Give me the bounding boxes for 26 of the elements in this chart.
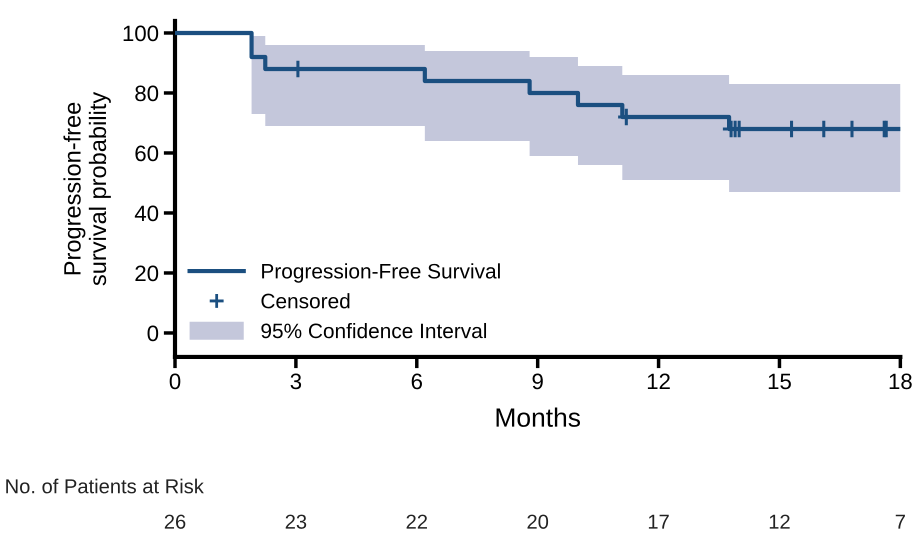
text: 12 (770, 514, 790, 529)
x-tick-label: 9 (532, 374, 543, 390)
x-tick-label: 6 (412, 374, 422, 390)
x-tick-label: 12 (648, 374, 670, 390)
y-tick-label: 40 (134, 206, 158, 222)
text: 7 (896, 514, 905, 529)
y-tick-label: 0 (148, 326, 158, 342)
text: 20 (527, 514, 548, 529)
y-tick-label: 20 (135, 266, 158, 282)
annotation: 95% Confidence Interval (261, 322, 486, 338)
x-tick-label: 18 (890, 374, 912, 390)
x-tick-label: 3 (290, 374, 302, 390)
legend-label: Progression-Free Survival (262, 263, 500, 283)
y-tick-label: 60 (135, 146, 158, 162)
x-tick-label: 0 (170, 374, 180, 390)
y-axis-title: Progression-free survival probability (63, 92, 111, 286)
x-tick-label: 15 (768, 374, 791, 390)
text: 17 (648, 514, 669, 529)
text: No. of Patients at Risk (6, 478, 204, 494)
text: 23 (286, 514, 306, 529)
text: 22 (406, 514, 427, 529)
legend-label: Censored (261, 293, 350, 308)
y-tick-label: 100 (124, 26, 158, 42)
x-axis-title: Months (496, 408, 580, 427)
y-tick-label: 80 (135, 86, 158, 102)
text: 26 (164, 514, 186, 529)
